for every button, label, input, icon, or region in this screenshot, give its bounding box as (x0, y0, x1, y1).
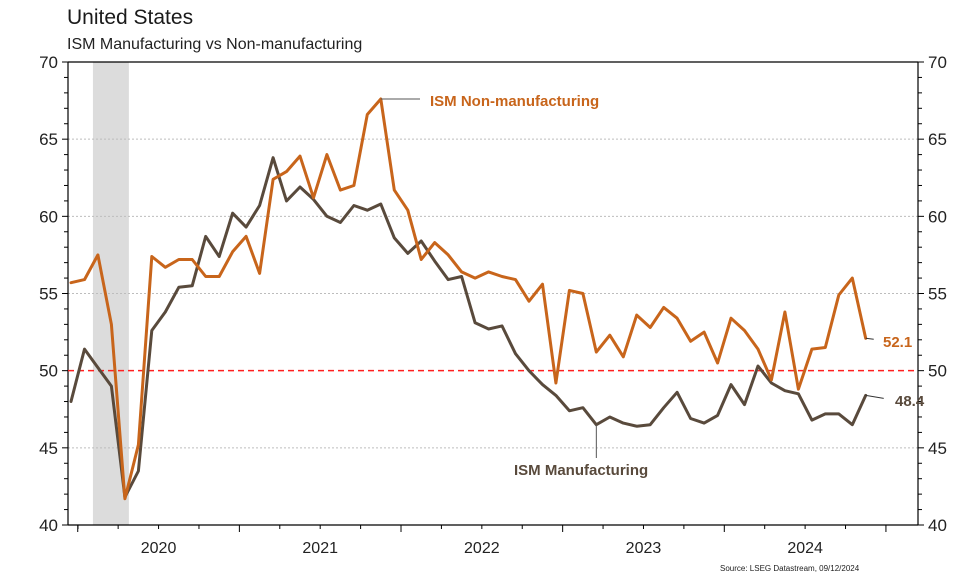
end-label-non-manufacturing: 52.1 (883, 334, 912, 351)
x-tick-label-2024: 2024 (787, 540, 823, 557)
y-tick-label-right: 55 (928, 285, 947, 304)
chart-subtitle: ISM Manufacturing vs Non-manufacturing (67, 36, 363, 53)
series-line-manufacturing (69, 156, 868, 499)
y-tick-label-left: 65 (39, 130, 58, 149)
y-tick-label-right: 60 (928, 207, 947, 226)
y-tick-label-left: 45 (39, 439, 58, 458)
series-label-manufacturing: ISM Manufacturing (514, 462, 648, 479)
y-tick-label-left: 50 (39, 362, 58, 381)
source-note: Source: LSEG Datastream, 09/12/2024 (720, 564, 860, 573)
y-tick-label-left: 40 (39, 516, 58, 535)
series-line-non-manufacturing (69, 97, 868, 501)
y-tick-label-right: 45 (928, 439, 947, 458)
leader-end-non-manufacturing (865, 337, 874, 340)
x-tick-label-2020: 2020 (141, 540, 177, 557)
x-tick-label-2022: 2022 (464, 540, 500, 557)
y-tick-label-right: 40 (928, 516, 947, 535)
leader-end-manufacturing (865, 394, 884, 399)
x-tick-label-2021: 2021 (302, 540, 338, 557)
end-label-manufacturing: 48.4 (895, 393, 925, 410)
y-tick-label-left: 70 (39, 53, 58, 72)
x-tick-label-2023: 2023 (626, 540, 662, 557)
chart-title: United States (67, 6, 194, 29)
recession-shade (92, 62, 129, 525)
y-tick-label-right: 50 (928, 362, 947, 381)
y-tick-label-left: 55 (39, 285, 58, 304)
y-tick-label-right: 70 (928, 53, 947, 72)
y-tick-label-right: 65 (928, 130, 947, 149)
series-label-non-manufacturing: ISM Non-manufacturing (430, 93, 599, 110)
y-tick-label-left: 60 (39, 207, 58, 226)
